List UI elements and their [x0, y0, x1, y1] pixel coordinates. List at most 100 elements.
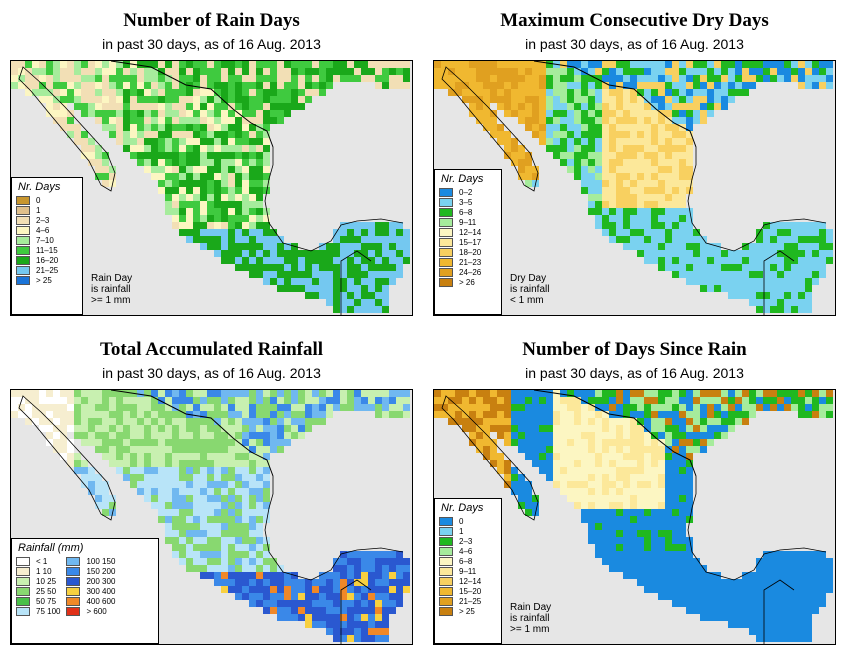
legend-label: 2–3 — [459, 536, 473, 546]
legend: Nr. Days 0 1 2–3 4–6 6–8 9–11 12–14 15–20 21–25 >… — [434, 498, 502, 644]
note-line: >= 1 mm — [91, 295, 131, 306]
note-line: Dry Day — [510, 273, 547, 284]
panel-title: Number of Days Since Rain — [522, 339, 747, 360]
legend-swatch — [16, 566, 30, 576]
legend-label: 10 25 — [36, 576, 57, 586]
legend-label: 6–8 — [459, 207, 473, 217]
legend-swatch — [16, 576, 30, 586]
legend-swatch — [439, 217, 453, 227]
legend-swatch — [16, 606, 30, 616]
legend-label: 16–20 — [36, 255, 59, 265]
legend-swatch — [439, 187, 453, 197]
legend-entry: 75 100 — [16, 606, 60, 616]
legend-swatch — [16, 275, 30, 285]
legend-swatch — [16, 235, 30, 245]
note-line: >= 1 mm — [510, 624, 550, 635]
map-raster — [11, 61, 410, 315]
legend-entry: 3–5 — [439, 197, 497, 207]
legend-label: 21–25 — [36, 265, 59, 275]
legend-entry: 0 — [439, 516, 497, 526]
legend-swatch — [66, 596, 81, 606]
legend-entry: 100 150 — [66, 556, 115, 566]
legend-swatch — [16, 556, 30, 566]
legend-entry: 6–8 — [439, 207, 497, 217]
legend-entry: 1 — [439, 526, 497, 536]
legend-entry: 12–14 — [439, 576, 497, 586]
legend-entry: 50 75 — [16, 596, 60, 606]
legend-entry: 15–17 — [439, 237, 497, 247]
note-line: Rain Day — [510, 602, 552, 613]
legend: Nr. Days 0 1 2–3 4–6 7–10 11–15 16–20 21–25 > 25 — [11, 177, 83, 315]
legend-swatch — [16, 596, 30, 606]
legend-swatch — [16, 586, 30, 596]
legend-label: 0 — [36, 195, 41, 205]
legend-label: 18–20 — [459, 247, 482, 257]
legend-label: 1 10 — [36, 566, 52, 576]
note-line: is rainfall — [91, 284, 131, 295]
panel-total-rain: Total Accumulated Rainfall in past 30 da… — [0, 329, 423, 658]
legend-entry: 9–11 — [439, 217, 497, 227]
legend-label: 4–6 — [36, 225, 50, 235]
legend-label: 0–2 — [459, 187, 473, 197]
legend-label: 15–17 — [459, 237, 482, 247]
legend-entry: 21–23 — [439, 257, 497, 267]
legend-swatch — [66, 556, 81, 566]
legend-swatch — [439, 197, 453, 207]
legend-swatch — [16, 215, 30, 225]
map-dry-days: Nr. Days 0–2 3–5 6–8 9–11 12–14 15–17 18–20 21–… — [433, 60, 836, 316]
legend: Nr. Days 0–2 3–5 6–8 9–11 12–14 15–17 18–20 21–… — [434, 169, 502, 315]
map-raster — [434, 61, 833, 315]
legend-swatch — [439, 596, 453, 606]
legend-label: 24–26 — [459, 267, 482, 277]
legend-swatch — [439, 546, 453, 556]
legend-swatch — [439, 516, 453, 526]
legend-entry: > 26 — [439, 277, 497, 287]
legend-label: 50 75 — [36, 596, 57, 606]
legend-swatch — [439, 207, 453, 217]
legend-swatch — [16, 225, 30, 235]
legend-entry: > 25 — [16, 275, 78, 285]
legend-swatch — [66, 576, 81, 586]
legend-label: 300 400 — [86, 586, 116, 596]
legend-swatch — [16, 245, 30, 255]
legend-swatch — [439, 586, 453, 596]
legend-entry: > 25 — [439, 606, 497, 616]
legend-label: 0 — [459, 516, 464, 526]
legend-entry: 10 25 — [16, 576, 60, 586]
legend-label: > 25 — [36, 275, 52, 285]
legend-label: 150 200 — [86, 566, 116, 576]
panel-title: Number of Rain Days — [123, 10, 300, 31]
panel-days-since: Number of Days Since Rain in past 30 day… — [423, 329, 846, 658]
legend-label: 12–14 — [459, 576, 482, 586]
legend-entry: 0 — [16, 195, 78, 205]
legend-label: 200 300 — [86, 576, 116, 586]
legend-entry: < 1 — [16, 556, 60, 566]
map-rain-days: Nr. Days 0 1 2–3 4–6 7–10 11–15 16–20 21–25 > 25… — [10, 60, 413, 316]
legend-label: < 1 — [36, 556, 48, 566]
legend-label: 75 100 — [36, 606, 61, 616]
legend-label: 2–3 — [36, 215, 50, 225]
legend-swatch — [439, 556, 453, 566]
legend-label: 21–23 — [459, 257, 482, 267]
legend-label: > 26 — [459, 277, 475, 287]
map-raster — [434, 390, 833, 644]
legend-swatch — [439, 606, 453, 616]
legend-swatch — [439, 227, 453, 237]
legend-swatch — [66, 606, 81, 616]
map-raster — [11, 390, 410, 644]
legend-swatch — [16, 265, 30, 275]
legend-label: > 25 — [459, 606, 475, 616]
legend-swatch — [439, 526, 453, 536]
definition-note: Rain Day is rainfall >= 1 mm — [510, 602, 551, 635]
legend-swatch — [439, 237, 453, 247]
legend-swatch — [439, 536, 453, 546]
legend-label: 1 — [36, 205, 41, 215]
panel-title: Total Accumulated Rainfall — [99, 339, 324, 360]
legend-label: 21–25 — [459, 596, 482, 606]
legend-label: 6–8 — [459, 556, 473, 566]
panel-subtitle: in past 30 days, as of 16 Aug. 2013 — [525, 365, 744, 381]
note-line: is rainfall — [510, 613, 550, 624]
legend-entry: > 600 — [66, 606, 115, 616]
